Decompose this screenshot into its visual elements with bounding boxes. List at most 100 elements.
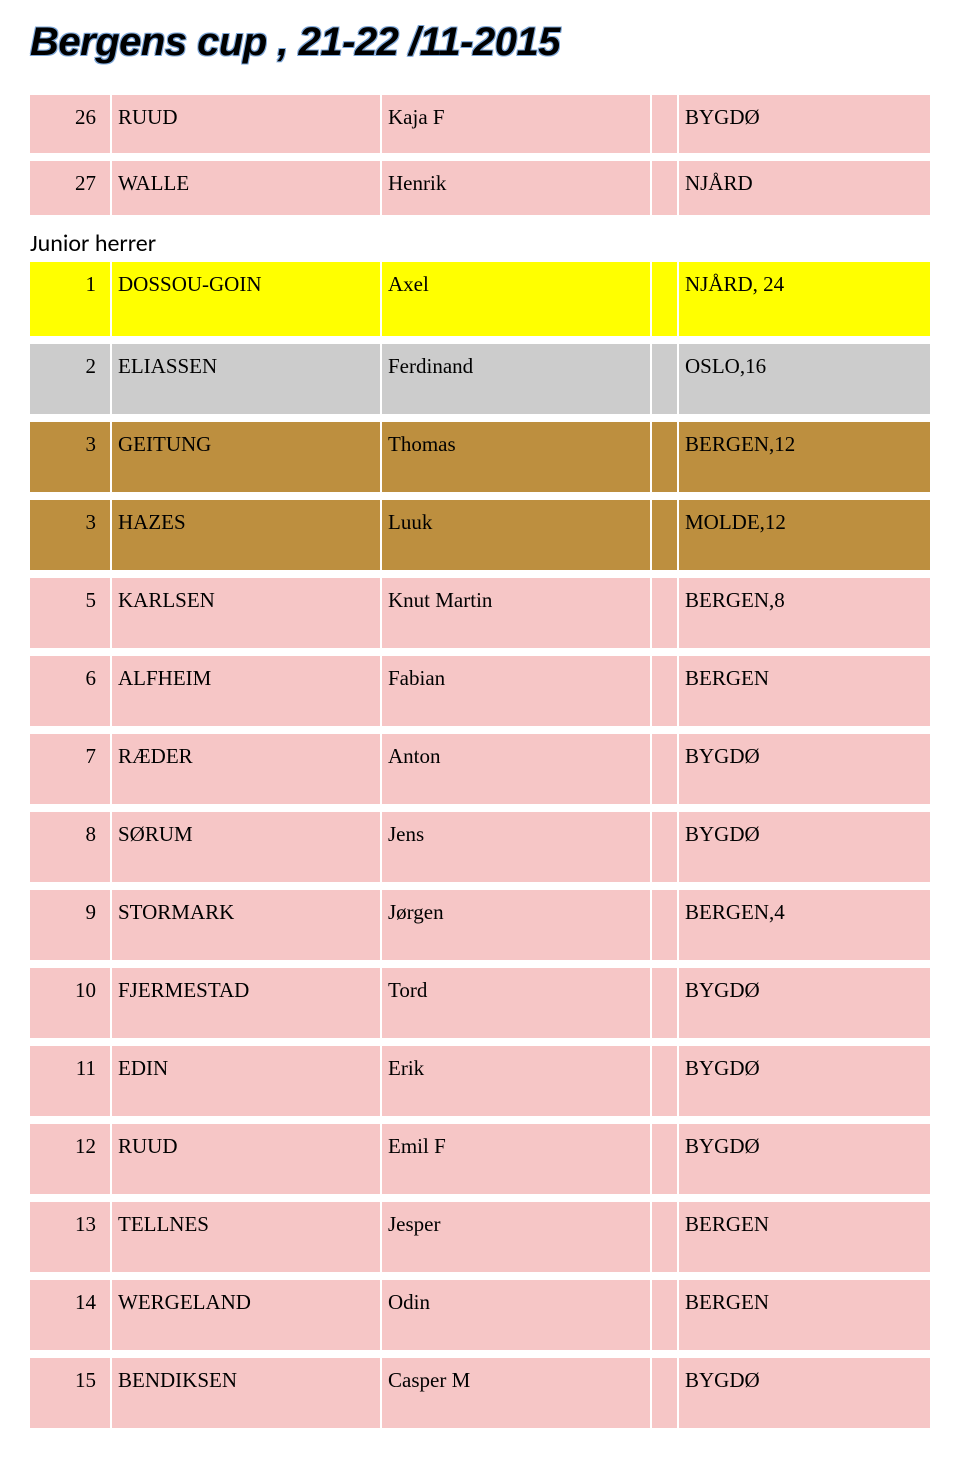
cell-spacer — [651, 418, 678, 496]
cell-rank: 8 — [30, 808, 111, 886]
cell-club: NJÅRD, 24 — [678, 262, 930, 340]
cell-firstname: Tord — [381, 964, 651, 1042]
table-row: 11 EDIN Erik BYGDØ — [30, 1042, 930, 1120]
table-row: 6 ALFHEIM Fabian BERGEN — [30, 652, 930, 730]
cell-firstname: Jesper — [381, 1198, 651, 1276]
table-row: 5 KARLSEN Knut Martin BERGEN,8 — [30, 574, 930, 652]
cell-firstname: Thomas — [381, 418, 651, 496]
cell-lastname: BENDIKSEN — [111, 1354, 381, 1432]
cell-lastname: WALLE — [111, 157, 381, 219]
cell-firstname: Luuk — [381, 496, 651, 574]
cell-club: BERGEN — [678, 1276, 930, 1354]
cell-club: BYGDØ — [678, 808, 930, 886]
table-row: 26 RUUD Kaja F BYGDØ — [30, 95, 930, 157]
cell-club: OSLO,16 — [678, 340, 930, 418]
cell-spacer — [651, 1276, 678, 1354]
cell-spacer — [651, 1120, 678, 1198]
section-heading-junior-herrer: Junior herrer — [30, 229, 930, 258]
cell-club: BERGEN — [678, 652, 930, 730]
cell-lastname: STORMARK — [111, 886, 381, 964]
cell-lastname: WERGELAND — [111, 1276, 381, 1354]
cell-club: BERGEN,4 — [678, 886, 930, 964]
table-row: 15 BENDIKSEN Casper M BYGDØ — [30, 1354, 930, 1432]
table-row: 12 RUUD Emil F BYGDØ — [30, 1120, 930, 1198]
cell-lastname: RUUD — [111, 95, 381, 157]
cell-rank: 10 — [30, 964, 111, 1042]
cell-club: BYGDØ — [678, 964, 930, 1042]
cell-firstname: Odin — [381, 1276, 651, 1354]
cell-spacer — [651, 262, 678, 340]
cell-lastname: FJERMESTAD — [111, 964, 381, 1042]
cell-rank: 15 — [30, 1354, 111, 1432]
table-row: 13 TELLNES Jesper BERGEN — [30, 1198, 930, 1276]
cell-spacer — [651, 964, 678, 1042]
table-row: 9 STORMARK Jørgen BERGEN,4 — [30, 886, 930, 964]
cell-lastname: TELLNES — [111, 1198, 381, 1276]
cell-spacer — [651, 808, 678, 886]
cell-club: BERGEN — [678, 1198, 930, 1276]
cell-firstname: Knut Martin — [381, 574, 651, 652]
table-row: 3 HAZES Luuk MOLDE,12 — [30, 496, 930, 574]
table-row: 2 ELIASSEN Ferdinand OSLO,16 — [30, 340, 930, 418]
cell-firstname: Fabian — [381, 652, 651, 730]
cell-rank: 2 — [30, 340, 111, 418]
cell-club: BERGEN,12 — [678, 418, 930, 496]
cell-firstname: Jørgen — [381, 886, 651, 964]
table-row: 14 WERGELAND Odin BERGEN — [30, 1276, 930, 1354]
cell-club: BYGDØ — [678, 1042, 930, 1120]
cell-lastname: GEITUNG — [111, 418, 381, 496]
cell-club: BERGEN,8 — [678, 574, 930, 652]
page-title: Bergens cup , 21-22 /11-2015 — [30, 20, 930, 65]
cell-rank: 9 — [30, 886, 111, 964]
cell-spacer — [651, 1198, 678, 1276]
cell-spacer — [651, 340, 678, 418]
cell-lastname: DOSSOU-GOIN — [111, 262, 381, 340]
cell-club: BYGDØ — [678, 730, 930, 808]
cell-firstname: Jens — [381, 808, 651, 886]
cell-spacer — [651, 886, 678, 964]
cell-club: MOLDE,12 — [678, 496, 930, 574]
cell-rank: 5 — [30, 574, 111, 652]
cell-firstname: Kaja F — [381, 95, 651, 157]
cell-spacer — [651, 574, 678, 652]
cell-lastname: HAZES — [111, 496, 381, 574]
cell-firstname: Casper M — [381, 1354, 651, 1432]
cell-firstname: Anton — [381, 730, 651, 808]
results-table-junior-herrer: 1 DOSSOU-GOIN Axel NJÅRD, 24 2 ELIASSEN … — [30, 262, 930, 1436]
cell-lastname: ALFHEIM — [111, 652, 381, 730]
cell-firstname: Emil F — [381, 1120, 651, 1198]
cell-rank: 11 — [30, 1042, 111, 1120]
cell-club: NJÅRD — [678, 157, 930, 219]
cell-rank: 26 — [30, 95, 111, 157]
cell-club: BYGDØ — [678, 1120, 930, 1198]
cell-rank: 3 — [30, 496, 111, 574]
cell-lastname: EDIN — [111, 1042, 381, 1120]
cell-spacer — [651, 1354, 678, 1432]
cell-spacer — [651, 1042, 678, 1120]
cell-rank: 12 — [30, 1120, 111, 1198]
cell-rank: 3 — [30, 418, 111, 496]
cell-lastname: ELIASSEN — [111, 340, 381, 418]
cell-rank: 7 — [30, 730, 111, 808]
cell-spacer — [651, 652, 678, 730]
cell-spacer — [651, 730, 678, 808]
cell-firstname: Erik — [381, 1042, 651, 1120]
table-row: 8 SØRUM Jens BYGDØ — [30, 808, 930, 886]
cell-rank: 6 — [30, 652, 111, 730]
cell-rank: 13 — [30, 1198, 111, 1276]
cell-rank: 1 — [30, 262, 111, 340]
cell-lastname: SØRUM — [111, 808, 381, 886]
cell-lastname: RÆDER — [111, 730, 381, 808]
cell-spacer — [651, 95, 678, 157]
cell-firstname: Ferdinand — [381, 340, 651, 418]
table-row: 1 DOSSOU-GOIN Axel NJÅRD, 24 — [30, 262, 930, 340]
table-row: 27 WALLE Henrik NJÅRD — [30, 157, 930, 219]
cell-firstname: Axel — [381, 262, 651, 340]
cell-firstname: Henrik — [381, 157, 651, 219]
table-row: 10 FJERMESTAD Tord BYGDØ — [30, 964, 930, 1042]
cell-spacer — [651, 157, 678, 219]
cell-lastname: KARLSEN — [111, 574, 381, 652]
results-table-continuation: 26 RUUD Kaja F BYGDØ 27 WALLE Henrik NJÅ… — [30, 95, 930, 223]
table-row: 7 RÆDER Anton BYGDØ — [30, 730, 930, 808]
cell-spacer — [651, 496, 678, 574]
